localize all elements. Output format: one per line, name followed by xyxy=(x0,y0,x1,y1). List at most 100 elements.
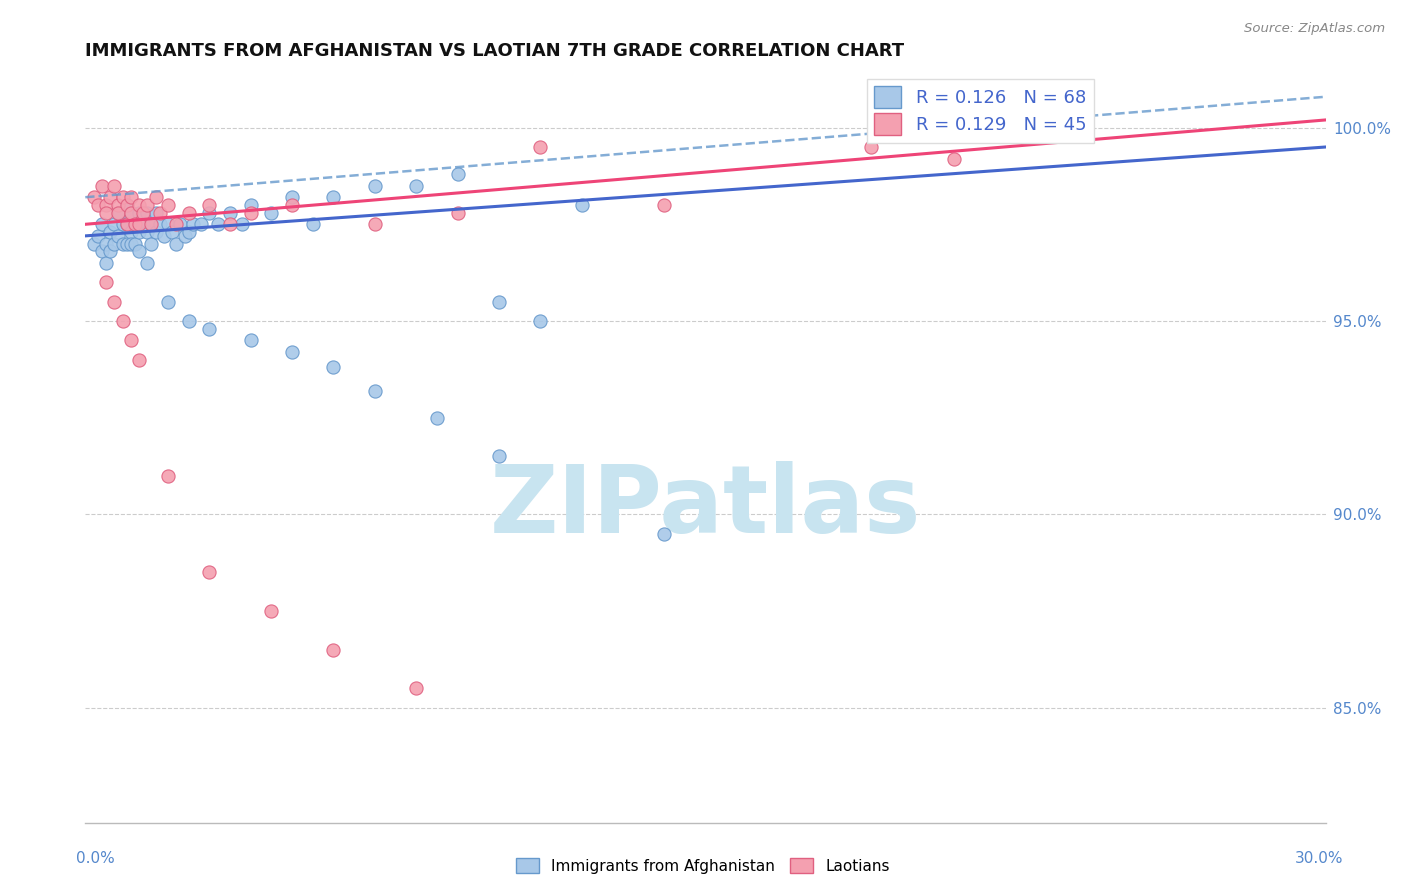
Point xyxy=(231,217,253,231)
Point xyxy=(301,217,323,231)
Point xyxy=(488,449,510,463)
Point xyxy=(165,236,187,251)
Legend: R = 0.126   N = 68, R = 0.129   N = 45: R = 0.126 N = 68, R = 0.129 N = 45 xyxy=(868,78,1094,143)
Point xyxy=(136,198,159,212)
Point xyxy=(128,205,150,219)
Point xyxy=(281,344,304,359)
Point xyxy=(83,236,105,251)
Point xyxy=(281,190,304,204)
Point xyxy=(98,244,121,259)
Point xyxy=(177,205,200,219)
Point xyxy=(157,294,180,309)
Point xyxy=(136,256,159,270)
Point xyxy=(942,152,965,166)
Text: ZIPatlas: ZIPatlas xyxy=(489,461,921,553)
Point xyxy=(426,410,449,425)
Point xyxy=(111,236,134,251)
Point xyxy=(132,205,155,219)
Point xyxy=(115,217,138,231)
Point xyxy=(405,681,427,695)
Point xyxy=(322,642,344,657)
Point xyxy=(652,526,675,541)
Point xyxy=(219,205,242,219)
Point xyxy=(94,205,117,219)
Point xyxy=(169,217,191,231)
Point xyxy=(107,205,129,219)
Point xyxy=(111,190,134,204)
Point xyxy=(132,217,155,231)
Point xyxy=(149,205,172,219)
Point xyxy=(128,217,150,231)
Point xyxy=(364,384,387,398)
Point xyxy=(364,178,387,193)
Point xyxy=(364,217,387,231)
Point xyxy=(322,190,344,204)
Point xyxy=(488,294,510,309)
Point xyxy=(136,205,159,219)
Point xyxy=(103,294,125,309)
Text: 0.0%: 0.0% xyxy=(76,851,115,865)
Point xyxy=(120,236,142,251)
Point xyxy=(111,314,134,328)
Point xyxy=(322,360,344,375)
Point xyxy=(94,275,117,289)
Point xyxy=(446,205,468,219)
Point xyxy=(128,225,150,239)
Point xyxy=(103,178,125,193)
Point xyxy=(128,352,150,367)
Point xyxy=(181,217,204,231)
Point xyxy=(107,228,129,243)
Point xyxy=(120,205,142,219)
Point xyxy=(860,140,883,154)
Point xyxy=(128,244,150,259)
Point xyxy=(198,321,221,335)
Point xyxy=(94,236,117,251)
Point xyxy=(190,217,212,231)
Point xyxy=(165,217,187,231)
Point xyxy=(124,217,146,231)
Point xyxy=(98,190,121,204)
Point xyxy=(260,604,283,618)
Point xyxy=(115,236,138,251)
Point xyxy=(529,140,551,154)
Point xyxy=(160,225,183,239)
Point xyxy=(98,225,121,239)
Point xyxy=(145,205,167,219)
Point xyxy=(198,205,221,219)
Text: IMMIGRANTS FROM AFGHANISTAN VS LAOTIAN 7TH GRADE CORRELATION CHART: IMMIGRANTS FROM AFGHANISTAN VS LAOTIAN 7… xyxy=(86,42,904,60)
Point xyxy=(529,314,551,328)
Text: 30.0%: 30.0% xyxy=(1295,851,1343,865)
Point xyxy=(405,178,427,193)
Point xyxy=(141,236,163,251)
Point xyxy=(103,236,125,251)
Point xyxy=(157,217,180,231)
Point xyxy=(115,198,138,212)
Point xyxy=(90,244,112,259)
Point xyxy=(107,205,129,219)
Point xyxy=(157,468,180,483)
Point xyxy=(86,198,108,212)
Point xyxy=(145,190,167,204)
Point xyxy=(571,198,593,212)
Point xyxy=(111,217,134,231)
Point xyxy=(90,217,112,231)
Point xyxy=(198,565,221,579)
Point xyxy=(124,236,146,251)
Point xyxy=(136,225,159,239)
Point xyxy=(260,205,283,219)
Point xyxy=(120,333,142,347)
Point xyxy=(446,167,468,181)
Point xyxy=(83,190,105,204)
Point xyxy=(145,225,167,239)
Point xyxy=(198,198,221,212)
Legend: Immigrants from Afghanistan, Laotians: Immigrants from Afghanistan, Laotians xyxy=(510,852,896,880)
Point xyxy=(177,314,200,328)
Point xyxy=(86,228,108,243)
Point xyxy=(128,198,150,212)
Point xyxy=(107,198,129,212)
Point xyxy=(120,190,142,204)
Point xyxy=(219,217,242,231)
Point xyxy=(239,198,262,212)
Point xyxy=(103,217,125,231)
Point xyxy=(124,217,146,231)
